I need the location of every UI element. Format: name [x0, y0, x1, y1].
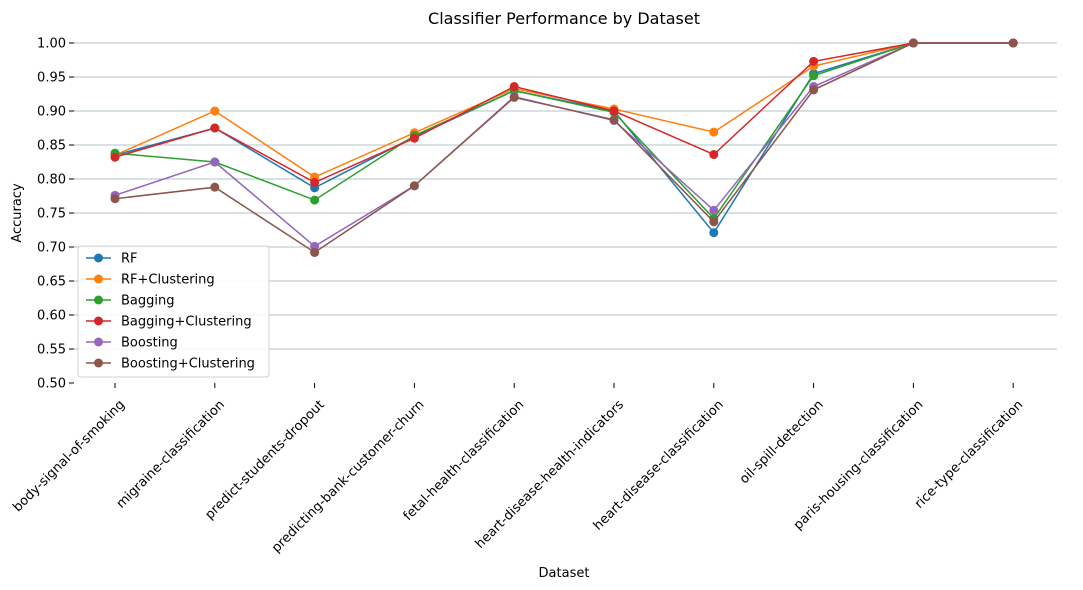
legend-marker: [94, 316, 103, 326]
y-tick-label: 0.55: [37, 343, 66, 358]
series-line: [114, 42, 1014, 234]
y-tick-label: 0.95: [37, 71, 66, 86]
y-tick-label: 0.70: [37, 241, 66, 256]
data-point: [310, 195, 320, 205]
y-tick-label: 0.90: [37, 105, 66, 120]
y-tick-label: 1.00: [37, 37, 66, 52]
legend-label: Boosting: [121, 336, 178, 351]
series-boosting-clustering: [110, 38, 1018, 257]
x-axis-ticks: body-signal-of-smokingmigraine-classific…: [10, 383, 1026, 556]
legend-label: RF: [121, 252, 138, 267]
data-point: [609, 106, 619, 116]
data-point: [709, 217, 719, 227]
data-point: [409, 133, 419, 143]
legend-label: Bagging: [121, 294, 175, 309]
data-point: [110, 152, 120, 162]
data-point: [110, 194, 120, 204]
series-bagging: [110, 38, 1018, 223]
legend-marker: [94, 358, 103, 368]
data-point: [709, 150, 719, 160]
y-tick-label: 0.50: [37, 377, 66, 392]
x-tick-label: rice-type-classification: [912, 397, 1026, 511]
y-tick-label: 0.80: [37, 173, 66, 188]
data-point: [509, 92, 519, 102]
data-point: [210, 182, 220, 192]
series-rf-clustering: [110, 38, 1018, 182]
data-point: [609, 115, 619, 125]
legend-box: [77, 245, 270, 378]
data-point: [210, 106, 220, 116]
legend-marker: [94, 295, 103, 305]
data-point: [210, 157, 220, 167]
data-point: [709, 228, 719, 238]
series-line: [114, 42, 1014, 184]
y-axis-ticks: 0.50 0.55 0.60 0.65 0.70 0.75 0.80 0.85 0.90 0.95…: [37, 37, 74, 392]
legend-marker: [94, 253, 103, 263]
y-axis-label: Accuracy: [10, 183, 25, 243]
data-point: [310, 247, 320, 257]
x-tick-label: migraine-classification: [114, 397, 228, 511]
data-point: [409, 181, 419, 191]
legend-label: RF+Clustering: [121, 273, 215, 288]
series-line: [114, 42, 1014, 178]
data-point: [509, 82, 519, 92]
data-point: [809, 71, 819, 81]
x-tick-label: oil-spill-detection: [737, 397, 827, 487]
series-line: [114, 42, 1014, 254]
data-point: [210, 123, 220, 133]
y-tick-label: 0.75: [37, 207, 66, 222]
data-point: [1008, 38, 1018, 48]
legend-label: Bagging+Clustering: [121, 315, 252, 330]
data-point: [310, 177, 320, 187]
data-point: [908, 38, 918, 48]
x-tick-label: body-signal-of-smoking: [10, 397, 128, 515]
x-axis-label: Dataset: [539, 566, 590, 581]
data-point: [809, 85, 819, 95]
data-point: [809, 56, 819, 66]
series-line: [114, 42, 1014, 220]
y-tick-label: 0.85: [37, 139, 66, 154]
data-point: [709, 127, 719, 137]
legend-label: Boosting+Clustering: [121, 357, 255, 372]
series-bagging-clustering: [110, 38, 1018, 187]
legend-marker: [94, 274, 103, 284]
y-tick-label: 0.65: [37, 275, 66, 290]
series-lines: [110, 38, 1018, 257]
legend: RF RF+Clustering Bagging Bagging+Clustering…: [77, 245, 270, 378]
y-tick-label: 0.60: [37, 309, 66, 324]
data-point: [709, 205, 719, 215]
legend-marker: [94, 337, 103, 347]
x-tick-label: predict-students-dropout: [202, 397, 327, 522]
chart-title: Classifier Performance by Dataset: [428, 9, 700, 28]
